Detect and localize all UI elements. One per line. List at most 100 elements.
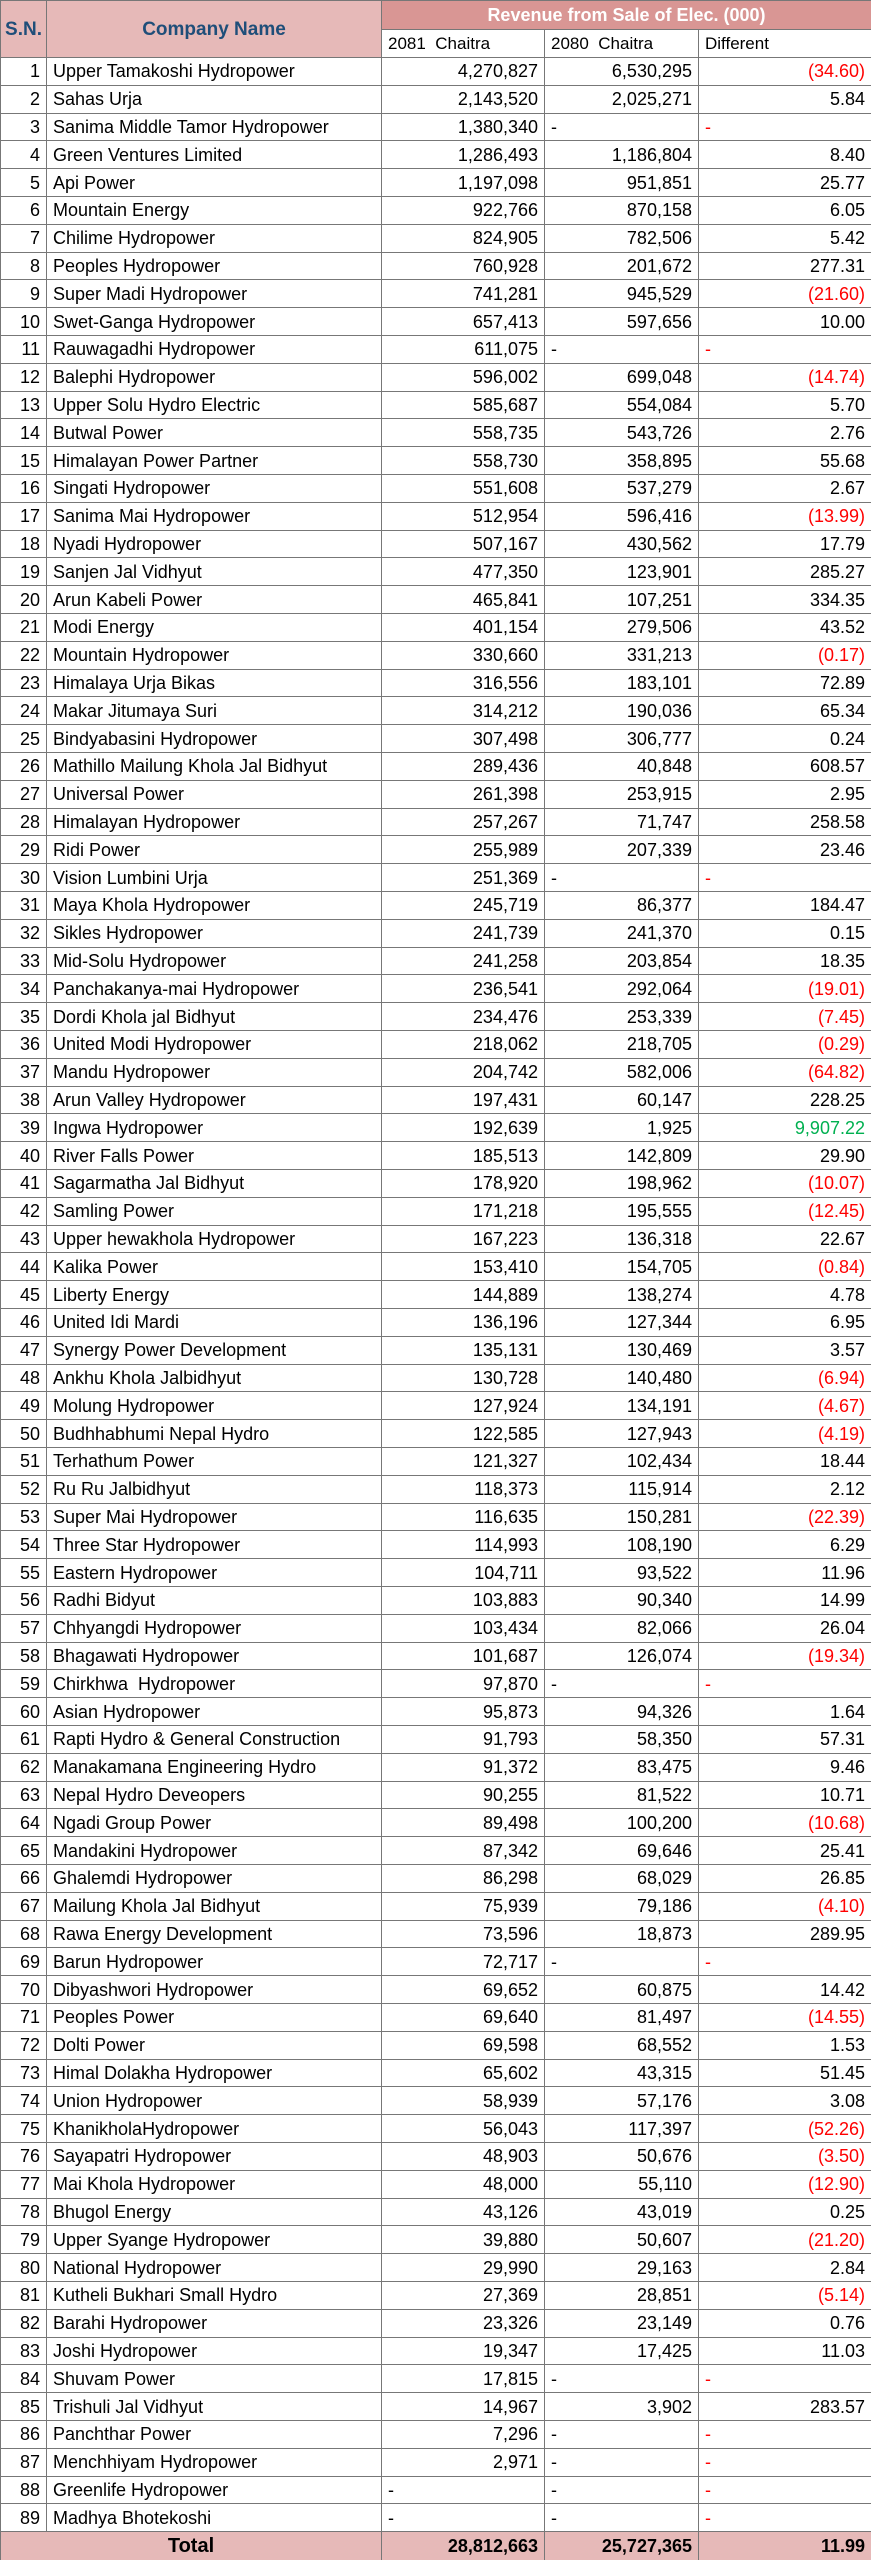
revenue-value: 101,687 [382, 1642, 545, 1671]
company-name: Makar Jitumaya Suri [47, 697, 382, 726]
difference: 0.25 [699, 2199, 871, 2227]
revenue-header: Revenue from Sale of Elec. (000) [382, 1, 871, 30]
difference: 10.00 [699, 308, 871, 336]
column-header: Different [699, 30, 871, 58]
revenue-value: 39,880 [382, 2226, 545, 2255]
revenue-value: 178,920 [382, 1170, 545, 1198]
revenue-value: - [545, 1670, 699, 1699]
revenue-value: 330,660 [382, 641, 545, 670]
serial-number: 55 [1, 1559, 47, 1587]
difference: (4.67) [699, 1392, 871, 1421]
revenue-value: 465,841 [382, 586, 545, 614]
revenue-value: 3,902 [545, 2393, 699, 2421]
revenue-value: 117,397 [545, 2115, 699, 2143]
difference: 2.84 [699, 2254, 871, 2282]
sn-header: S.N. [1, 1, 47, 58]
difference: 6.29 [699, 1531, 871, 1560]
company-name: Budhhabhumi Nepal Hydro [47, 1420, 382, 1448]
revenue-value: 197,431 [382, 1086, 545, 1115]
serial-number: 20 [1, 586, 47, 614]
difference: - [699, 1948, 871, 1977]
difference: (12.90) [699, 2171, 871, 2199]
difference: 1.53 [699, 2032, 871, 2060]
difference: 334.35 [699, 586, 871, 614]
difference: (6.94) [699, 1365, 871, 1393]
revenue-value: 142,809 [545, 1142, 699, 1170]
revenue-value: 430,562 [545, 530, 699, 559]
revenue-value: 23,326 [382, 2309, 545, 2338]
difference: 5.84 [699, 86, 871, 114]
revenue-value: 73,596 [382, 1920, 545, 1949]
serial-number: 85 [1, 2393, 47, 2421]
serial-number: 49 [1, 1392, 47, 1421]
revenue-value: 69,640 [382, 2004, 545, 2032]
revenue-value: 253,339 [545, 1003, 699, 1031]
company-name: National Hydropower [47, 2254, 382, 2282]
serial-number: 68 [1, 1920, 47, 1949]
company-name: Radhi Bidyut [47, 1587, 382, 1615]
serial-number: 9 [1, 280, 47, 309]
company-name: River Falls Power [47, 1142, 382, 1170]
revenue-value: 1,186,804 [545, 141, 699, 170]
revenue-value: 1,925 [545, 1114, 699, 1143]
revenue-value: 60,875 [545, 1976, 699, 2004]
revenue-value: 93,522 [545, 1559, 699, 1587]
difference: 11.03 [699, 2338, 871, 2366]
serial-number: 19 [1, 558, 47, 587]
revenue-value: 153,410 [382, 1253, 545, 1282]
serial-number: 17 [1, 502, 47, 531]
revenue-value: 307,498 [382, 725, 545, 753]
revenue-value: 951,851 [545, 169, 699, 197]
difference: (10.68) [699, 1809, 871, 1838]
company-name: Upper hewakhola Hydropower [47, 1225, 382, 1254]
company-name: Manakamana Engineering Hydro [47, 1753, 382, 1782]
revenue-value: 118,373 [382, 1475, 545, 1504]
difference: (7.45) [699, 1003, 871, 1031]
revenue-value: 585,687 [382, 391, 545, 420]
revenue-value: 597,656 [545, 308, 699, 336]
serial-number: 51 [1, 1448, 47, 1476]
difference: 5.70 [699, 392, 871, 420]
revenue-value: 477,350 [382, 558, 545, 587]
revenue-value: 140,480 [545, 1364, 699, 1393]
company-name: Terhathum Power [47, 1448, 382, 1476]
company-name: Sanjen Jal Vidhyut [47, 558, 382, 587]
serial-number: 88 [1, 2476, 47, 2505]
revenue-value: 75,939 [382, 1892, 545, 1921]
revenue-value: 17,425 [545, 2337, 699, 2366]
company-name: Sanima Middle Tamor Hydropower [47, 113, 382, 142]
revenue-value: 83,475 [545, 1753, 699, 1782]
difference: 23.46 [699, 836, 871, 865]
revenue-value: 27,369 [382, 2282, 545, 2310]
revenue-value: 82,066 [545, 1614, 699, 1643]
total-value: 25,727,365 [545, 2532, 699, 2560]
revenue-value: 19,347 [382, 2337, 545, 2366]
revenue-value: 69,646 [545, 1837, 699, 1865]
company-name: Peoples Power [47, 2004, 382, 2032]
serial-number: 73 [1, 2059, 47, 2088]
difference: 51.45 [699, 2060, 871, 2088]
company-name: Eastern Hydropower [47, 1559, 382, 1587]
difference: (14.74) [699, 364, 871, 392]
difference: 3.57 [699, 1337, 871, 1365]
revenue-value: 68,029 [545, 1865, 699, 1893]
revenue-value: 69,598 [382, 2031, 545, 2060]
company-header: Company Name [47, 1, 382, 58]
revenue-value: - [545, 2504, 699, 2533]
serial-number: 2 [1, 85, 47, 114]
revenue-value: 203,854 [545, 947, 699, 976]
serial-number: 63 [1, 1781, 47, 1810]
serial-number: 23 [1, 669, 47, 698]
serial-number: 80 [1, 2254, 47, 2282]
difference: 0.24 [699, 725, 871, 753]
revenue-value: 126,074 [545, 1642, 699, 1671]
company-name: Bindyabasini Hydropower [47, 725, 382, 753]
revenue-value: 699,048 [545, 363, 699, 392]
difference: 72.89 [699, 670, 871, 698]
company-name: Trishuli Jal Vidhyut [47, 2393, 382, 2421]
serial-number: 22 [1, 641, 47, 670]
company-name: Synergy Power Development [47, 1336, 382, 1365]
company-name: KhanikholaHydropower [47, 2115, 382, 2143]
revenue-value: 190,036 [545, 697, 699, 726]
company-name: Dordi Khola jal Bidhyut [47, 1003, 382, 1031]
